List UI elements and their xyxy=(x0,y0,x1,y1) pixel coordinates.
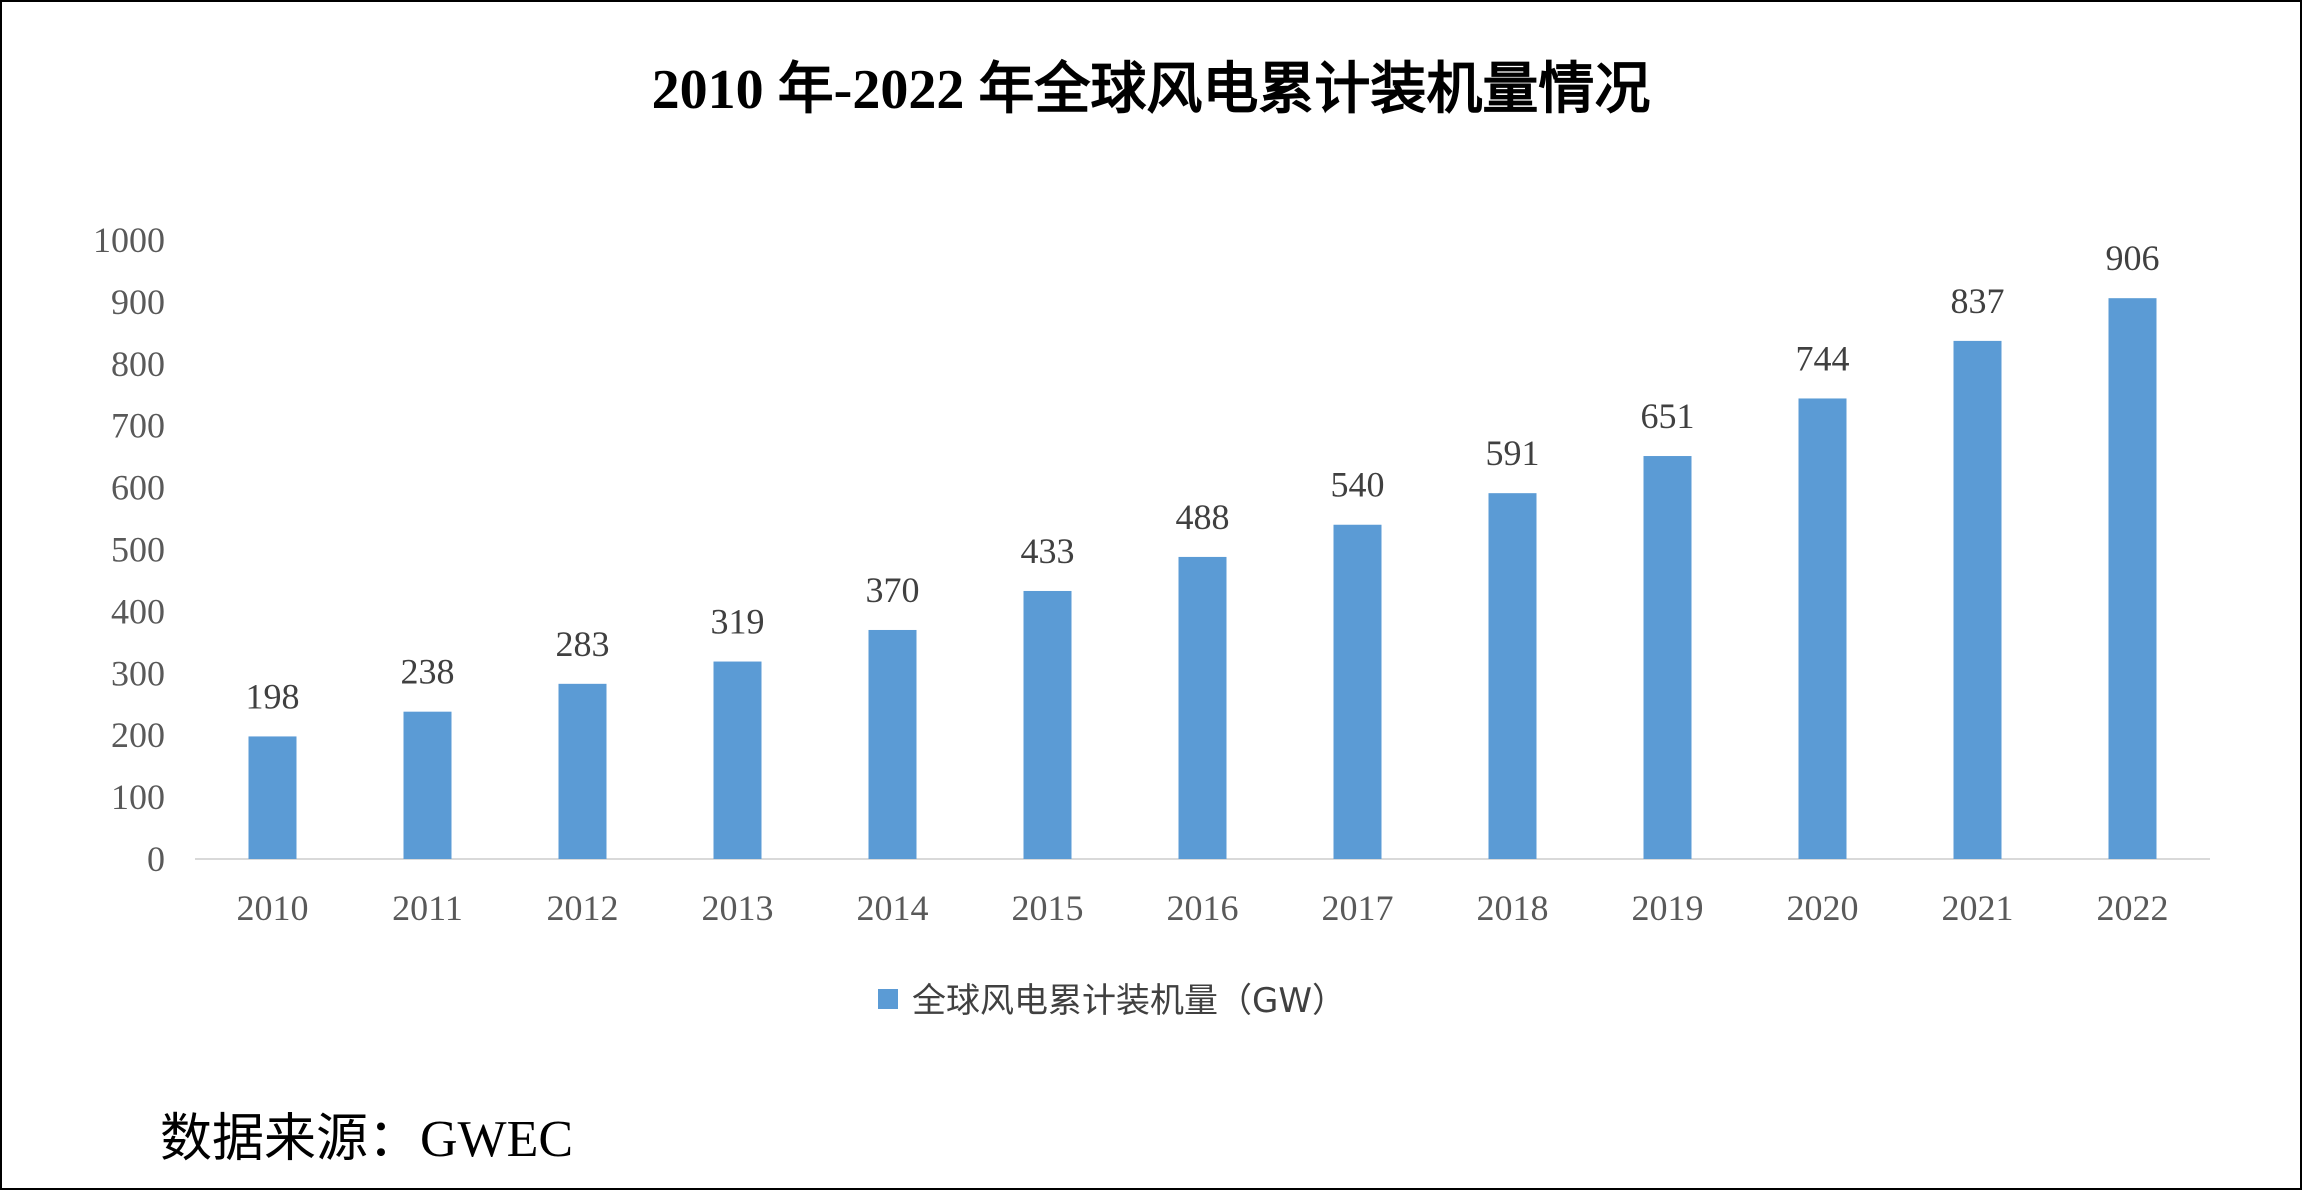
chart-title: 2010 年-2022 年全球风电累计装机量情况 xyxy=(651,59,1651,121)
x-tick-label: 2016 xyxy=(1167,888,1239,928)
bar xyxy=(1953,340,2002,860)
x-tick-label: 2018 xyxy=(1477,888,1549,928)
bar-series xyxy=(248,298,2157,860)
bar xyxy=(1798,398,1847,859)
y-tick-label: 800 xyxy=(111,344,165,384)
y-tick-label: 0 xyxy=(147,839,165,879)
x-tick-label: 2013 xyxy=(702,888,774,928)
bar-value-label: 283 xyxy=(556,624,610,664)
y-tick-label: 900 xyxy=(111,282,165,322)
bar xyxy=(1488,493,1537,859)
bar-value-label: 198 xyxy=(246,676,300,716)
y-tick-label: 1000 xyxy=(93,220,165,260)
x-tick-label: 2011 xyxy=(392,888,463,928)
bar-value-label: 238 xyxy=(401,652,455,692)
x-tick-label: 2020 xyxy=(1787,888,1859,928)
bar xyxy=(2108,298,2157,859)
y-tick-label: 400 xyxy=(111,591,165,631)
x-tick-label: 2014 xyxy=(857,888,929,928)
source-note: 数据来源：GWEC xyxy=(160,1111,574,1168)
bar-value-label: 488 xyxy=(1176,497,1230,537)
bar-value-label: 591 xyxy=(1486,433,1540,473)
bar-value-label: 370 xyxy=(866,570,920,610)
bar-value-label: 744 xyxy=(1796,338,1850,378)
bar xyxy=(1023,590,1072,859)
y-tick-label: 200 xyxy=(111,715,165,755)
bar-value-label: 906 xyxy=(2106,238,2160,278)
data-labels: 198 238 283 319 370 433 488 540 591 651 744 837 906 xyxy=(246,238,2160,716)
bar-value-label: 651 xyxy=(1641,396,1695,436)
legend-label: 全球风电累计装机量（GW） xyxy=(912,981,1346,1021)
x-tick-label: 2017 xyxy=(1322,888,1394,928)
bar xyxy=(868,629,917,859)
bar xyxy=(1643,456,1692,859)
bar-value-label: 433 xyxy=(1021,531,1075,571)
x-tick-label: 2010 xyxy=(237,888,309,928)
bar-value-label: 837 xyxy=(1951,281,2005,321)
y-tick-label: 700 xyxy=(111,406,165,446)
bar-value-label: 540 xyxy=(1331,465,1385,505)
x-axis-tick-labels: 2010 2011 2012 2013 2014 2015 2016 2017 2018 2019… xyxy=(237,888,2169,928)
y-tick-label: 300 xyxy=(111,653,165,693)
bar xyxy=(558,683,607,859)
bar-value-label: 319 xyxy=(711,602,765,642)
bar xyxy=(403,711,452,859)
bar xyxy=(1178,556,1227,859)
bar xyxy=(713,661,762,859)
y-axis-tick-labels: 0 100 200 300 400 500 600 700 800 900 1000 xyxy=(93,220,165,879)
bar xyxy=(1333,524,1382,859)
legend-swatch xyxy=(878,989,898,1009)
y-tick-label: 600 xyxy=(111,468,165,508)
x-tick-label: 2021 xyxy=(1942,888,2014,928)
x-tick-label: 2019 xyxy=(1632,888,1704,928)
bar xyxy=(248,736,297,859)
x-tick-label: 2022 xyxy=(2097,888,2169,928)
legend: 全球风电累计装机量（GW） xyxy=(878,981,1346,1021)
x-tick-label: 2012 xyxy=(547,888,619,928)
y-tick-label: 100 xyxy=(111,777,165,817)
y-tick-label: 500 xyxy=(111,530,165,570)
x-tick-label: 2015 xyxy=(1012,888,1084,928)
